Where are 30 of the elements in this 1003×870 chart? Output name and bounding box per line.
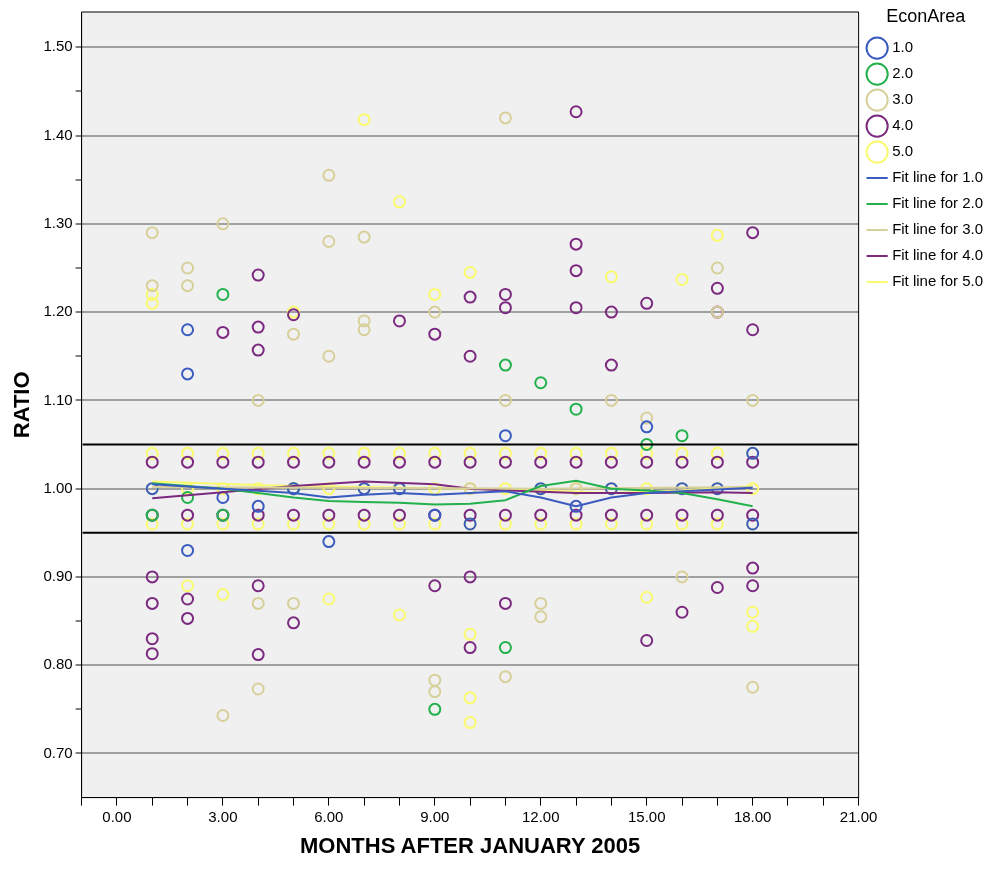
- y-tick-label: 1.00: [43, 478, 73, 496]
- y-tick-label: 1.20: [43, 302, 73, 320]
- legend-label: Fit line for 3.0: [892, 220, 983, 238]
- x-tick-label: 0.00: [102, 807, 132, 825]
- legend-label: Fit line for 1.0: [892, 168, 983, 186]
- y-tick-label: 0.80: [43, 655, 73, 673]
- x-tick-label: 12.00: [521, 807, 560, 825]
- legend-title: EconArea: [886, 5, 967, 26]
- x-tick-label: 6.00: [314, 807, 344, 825]
- y-tick-label: 0.70: [43, 743, 73, 761]
- y-tick-label: 1.10: [43, 390, 73, 408]
- x-tick-label: 9.00: [420, 807, 450, 825]
- y-tick-label: 1.40: [43, 125, 73, 143]
- y-tick-label: 1.30: [43, 213, 73, 231]
- legend-label: Fit line for 4.0: [892, 246, 983, 264]
- y-tick-label: 1.50: [43, 37, 73, 55]
- y-axis-title: RATIO: [9, 371, 35, 439]
- legend-label: 3.0: [892, 90, 913, 108]
- legend-label: 4.0: [892, 116, 913, 134]
- x-tick-label: 15.00: [627, 807, 666, 825]
- legend-label: 1.0: [892, 38, 913, 56]
- legend-label: Fit line for 5.0: [892, 272, 983, 290]
- legend-label: 5.0: [892, 142, 913, 160]
- legend-label: 2.0: [892, 64, 913, 82]
- x-tick-label: 3.00: [208, 807, 238, 825]
- x-tick-label: 18.00: [733, 807, 772, 825]
- x-axis-title: MONTHS AFTER JANUARY 2005: [299, 832, 641, 858]
- legend-label: Fit line for 2.0: [892, 194, 983, 212]
- x-tick-label: 21.00: [839, 807, 878, 825]
- y-tick-label: 0.90: [43, 567, 73, 585]
